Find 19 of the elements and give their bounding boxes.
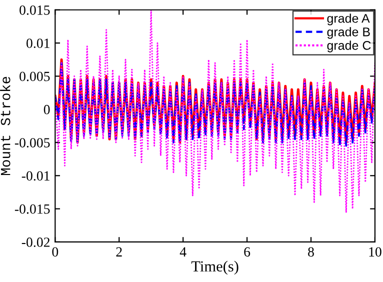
x-tick-label: 0	[52, 247, 58, 257]
x-tick-label: 8	[308, 247, 314, 257]
y-tick-label: 0	[44, 104, 50, 114]
x-tick-label: 4	[180, 247, 186, 256]
y-tick-label: 0.01	[26, 38, 50, 48]
x-tick-label: 10	[369, 247, 382, 257]
y-tick-label: 0.005	[20, 72, 50, 82]
y-tick-label: 0.015	[20, 5, 50, 15]
y-tick-label: -0.015	[14, 204, 50, 214]
x-axis-title: Time(s)	[191, 260, 238, 275]
y-tick-label: -0.005	[14, 138, 50, 148]
y-tick-label: -0.02	[22, 238, 50, 247]
legend-label: grade C	[327, 40, 371, 52]
x-tick-label: 2	[116, 247, 122, 256]
x-tick-label: 6	[244, 247, 250, 257]
y-axis-title: Mount Stroke	[0, 76, 10, 176]
y-tick-label: -0.01	[22, 171, 50, 181]
legend-label: grade A	[327, 14, 370, 26]
legend-label: grade B	[327, 27, 370, 39]
